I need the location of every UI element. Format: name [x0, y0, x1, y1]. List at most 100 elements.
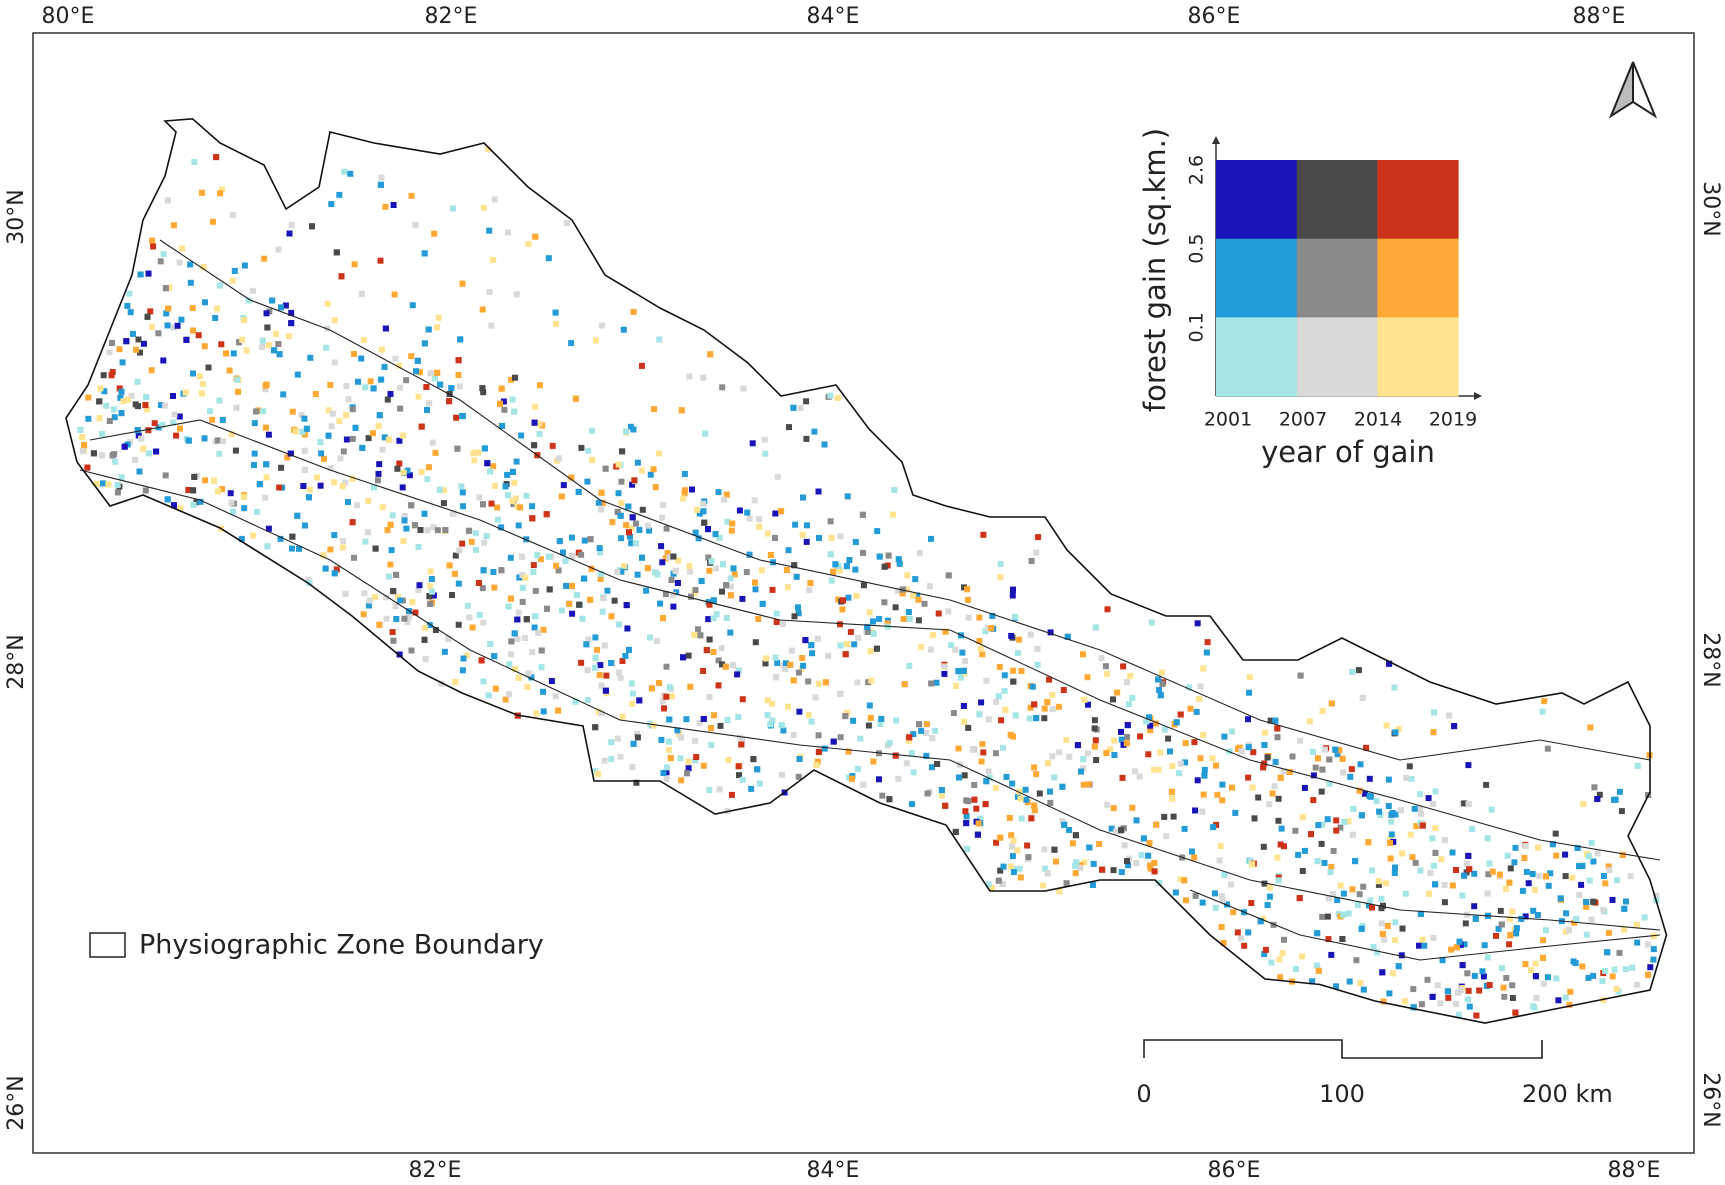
- gain-pixel: [630, 308, 637, 315]
- gain-pixel: [1358, 812, 1365, 819]
- gain-pixel: [609, 519, 616, 526]
- gain-pixel: [1453, 944, 1460, 951]
- gain-pixel: [1417, 805, 1423, 812]
- gain-pixel: [109, 369, 116, 375]
- gain-pixel: [664, 550, 671, 557]
- gain-pixel: [1045, 760, 1051, 767]
- gain-pixel: [1168, 788, 1175, 795]
- gain-pixel: [886, 796, 893, 803]
- gain-pixel: [327, 546, 334, 553]
- gain-pixel: [301, 447, 308, 454]
- gain-pixel: [1308, 831, 1314, 838]
- gain-pixel: [1194, 620, 1201, 627]
- gain-pixel: [111, 414, 118, 421]
- gain-pixel: [947, 642, 954, 649]
- gain-pixel: [466, 614, 473, 621]
- gain-pixel: [1221, 871, 1228, 878]
- gain-pixel: [1535, 844, 1542, 851]
- gain-pixel: [1602, 967, 1609, 974]
- gain-pixel: [329, 410, 336, 417]
- gain-pixel: [1390, 838, 1397, 845]
- gain-pixel: [723, 582, 730, 589]
- gain-pixel: [133, 346, 139, 353]
- gain-pixel: [1552, 830, 1559, 837]
- gain-pixel: [1286, 769, 1293, 775]
- gain-pixel: [762, 450, 769, 457]
- gain-pixel: [614, 569, 621, 575]
- gain-pixel: [1600, 907, 1607, 913]
- gain-pixel: [338, 273, 345, 280]
- gain-pixel: [717, 722, 724, 729]
- gain-pixel: [397, 384, 403, 391]
- gain-pixel: [1641, 914, 1648, 921]
- gain-pixel: [614, 735, 621, 742]
- gain-pixel: [372, 594, 379, 601]
- gain-pixel: [578, 659, 585, 666]
- gain-pixel: [549, 442, 556, 449]
- gain-pixel: [497, 400, 503, 407]
- gain-pixel: [1229, 784, 1235, 791]
- gain-pixel: [1047, 788, 1053, 795]
- gain-pixel: [452, 552, 459, 559]
- gain-pixel: [1250, 749, 1257, 756]
- gain-pixel: [164, 322, 171, 329]
- gain-pixel: [216, 397, 223, 404]
- gain-pixel: [910, 731, 917, 738]
- gain-pixel: [1051, 846, 1058, 853]
- gain-pixel: [262, 386, 269, 393]
- gain-pixel: [979, 741, 986, 748]
- gain-pixel: [592, 634, 599, 641]
- gain-pixel: [700, 508, 707, 515]
- gain-pixel: [301, 466, 308, 473]
- gain-pixel: [992, 784, 999, 791]
- legend-cell: [1216, 317, 1298, 397]
- gain-pixel: [1484, 954, 1491, 961]
- gain-pixel: [1421, 942, 1428, 949]
- gain-pixel: [185, 487, 192, 493]
- gain-pixel: [446, 398, 453, 405]
- gain-pixel: [118, 474, 125, 481]
- gain-pixel: [178, 316, 185, 323]
- gain-pixel: [892, 752, 899, 759]
- gain-pixel: [1187, 705, 1194, 712]
- gain-pixel: [569, 552, 576, 559]
- gain-pixel: [796, 756, 803, 762]
- gain-pixel: [1125, 701, 1132, 708]
- gain-pixel: [1522, 913, 1529, 920]
- gain-pixel: [568, 340, 575, 347]
- gain-pixel: [629, 700, 636, 707]
- gain-pixel: [505, 603, 512, 610]
- gain-pixel: [1471, 870, 1478, 877]
- gain-pixel: [1085, 781, 1092, 788]
- gain-pixel: [1241, 942, 1248, 949]
- gain-pixel: [706, 787, 713, 793]
- gain-pixel: [1618, 808, 1625, 815]
- gain-pixel: [1650, 956, 1657, 963]
- gain-pixel: [713, 565, 719, 572]
- gain-pixel: [1111, 737, 1118, 744]
- gain-pixel: [795, 669, 802, 676]
- gain-pixel: [815, 732, 822, 739]
- gain-pixel: [1275, 817, 1282, 824]
- gain-pixel: [600, 595, 607, 602]
- gain-pixel: [228, 431, 235, 438]
- gain-pixel: [692, 529, 699, 536]
- gain-pixel: [307, 486, 313, 493]
- gain-pixel: [874, 528, 881, 535]
- gain-pixel: [1262, 729, 1268, 736]
- gain-pixel: [739, 696, 746, 703]
- gain-pixel: [1562, 928, 1569, 935]
- gain-pixel: [595, 499, 602, 506]
- gain-pixel: [162, 285, 169, 292]
- gain-pixel: [109, 452, 116, 459]
- gain-pixel: [1161, 726, 1168, 733]
- gain-pixel: [865, 722, 872, 729]
- gain-pixel: [427, 583, 434, 590]
- gain-pixel: [1337, 882, 1344, 889]
- gain-pixel: [653, 637, 660, 644]
- gain-pixel: [916, 549, 923, 556]
- gain-pixel: [960, 703, 967, 709]
- gain-pixel: [535, 630, 542, 636]
- gain-pixel: [434, 369, 441, 376]
- gain-pixel: [1472, 915, 1479, 922]
